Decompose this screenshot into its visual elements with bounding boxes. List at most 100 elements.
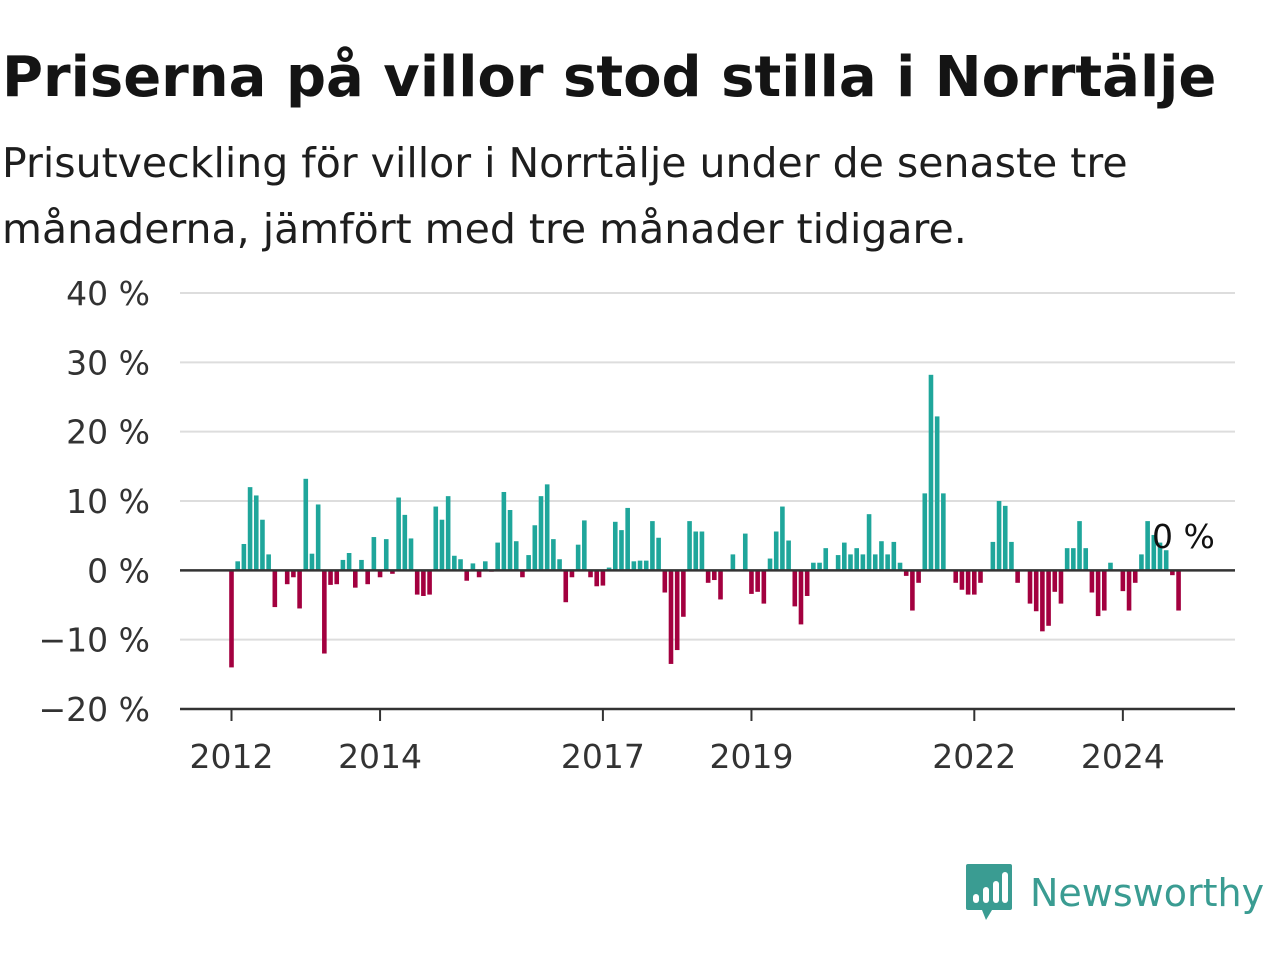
bar	[687, 521, 692, 571]
bar	[891, 541, 897, 571]
x-tick-label: 2022	[932, 737, 1016, 776]
bar	[817, 562, 822, 571]
bar	[1027, 570, 1033, 604]
bar	[1077, 521, 1082, 571]
bar	[662, 570, 668, 593]
bar	[767, 558, 773, 571]
bar	[761, 570, 767, 604]
y-tick-label: −20 %	[39, 690, 151, 729]
bar	[1009, 541, 1014, 571]
y-tick-label: 20 %	[66, 413, 150, 452]
bar	[990, 541, 996, 571]
bar	[953, 570, 959, 583]
bar	[1083, 548, 1089, 571]
bar	[445, 496, 451, 571]
bar	[594, 570, 600, 587]
bar	[266, 554, 271, 571]
bar	[235, 561, 240, 571]
bar	[476, 570, 482, 578]
bar	[551, 539, 556, 571]
bar	[241, 543, 247, 571]
bar	[1095, 570, 1101, 617]
bar	[996, 501, 1002, 571]
bar	[520, 570, 525, 578]
bar	[625, 507, 630, 571]
bar	[439, 519, 445, 571]
bar	[656, 537, 661, 571]
bar	[1120, 570, 1126, 592]
bar	[612, 521, 618, 571]
bar	[588, 570, 593, 578]
bar	[879, 541, 884, 571]
bar	[470, 563, 476, 571]
bar-chart-icon	[966, 864, 1012, 920]
bar	[359, 559, 364, 571]
bar	[730, 554, 736, 571]
bar	[860, 554, 866, 571]
bar	[340, 559, 346, 571]
bar	[922, 493, 928, 571]
bar	[334, 570, 340, 585]
bar	[755, 570, 760, 592]
bar	[452, 555, 457, 571]
bar	[668, 570, 674, 664]
bar	[823, 548, 829, 571]
bar	[674, 570, 680, 651]
bar	[866, 514, 872, 571]
bar	[303, 478, 309, 571]
bar	[1071, 548, 1076, 571]
bar	[229, 570, 234, 668]
bar	[1101, 570, 1107, 611]
bar	[798, 570, 804, 625]
bar	[780, 506, 785, 571]
bar	[903, 570, 909, 576]
x-tick-label: 2017	[561, 737, 645, 776]
bar	[941, 493, 946, 571]
bar	[433, 506, 439, 571]
bar	[959, 570, 965, 590]
bar	[495, 542, 500, 571]
bar	[458, 559, 463, 571]
bar	[377, 570, 383, 578]
y-tick-label: 10 %	[66, 482, 150, 521]
bar	[309, 553, 315, 571]
bar	[322, 570, 327, 654]
bar	[705, 570, 711, 583]
bar	[885, 554, 890, 571]
bar	[532, 525, 538, 571]
bar	[408, 538, 414, 571]
bar	[1163, 550, 1169, 571]
bar	[1052, 570, 1058, 592]
bar	[842, 542, 847, 571]
bar-chart: −20 % −10 % 0 % 10 % 20 % 30 % 40 % 2012 2014 201…	[39, 274, 1235, 776]
gridlines	[180, 292, 1235, 641]
x-tick-label: 2014	[338, 737, 422, 776]
bar	[916, 570, 921, 583]
bar	[414, 570, 420, 595]
bar	[606, 567, 612, 571]
bar	[315, 504, 321, 571]
bar	[712, 570, 717, 581]
bar	[284, 570, 290, 585]
bar	[600, 570, 606, 586]
bar	[681, 570, 686, 617]
labels: −20 % −10 % 0 % 10 % 20 % 30 % 40 % 2012 2014 201…	[39, 274, 1215, 776]
bar	[1132, 570, 1138, 583]
bar	[631, 561, 637, 571]
bar	[1151, 534, 1157, 571]
bar	[835, 555, 841, 571]
y-tick-label: 40 %	[66, 274, 150, 313]
bar	[297, 570, 302, 609]
newsworthy-logo: Newsworthy	[964, 862, 1264, 924]
chart-title: Priserna på villor stod stilla i Norrtäl…	[2, 45, 1217, 110]
bar	[390, 570, 395, 574]
bar	[1040, 570, 1045, 632]
y-tick-label: 30 %	[66, 343, 150, 382]
bar	[1058, 570, 1064, 604]
bar	[872, 554, 878, 571]
bar	[1126, 570, 1132, 611]
chart-subtitle: Prisutveckling för villor i Norrtälje un…	[2, 139, 1128, 253]
y-tick-label: 0 %	[87, 551, 150, 590]
bar	[272, 570, 278, 608]
bar	[749, 570, 754, 594]
